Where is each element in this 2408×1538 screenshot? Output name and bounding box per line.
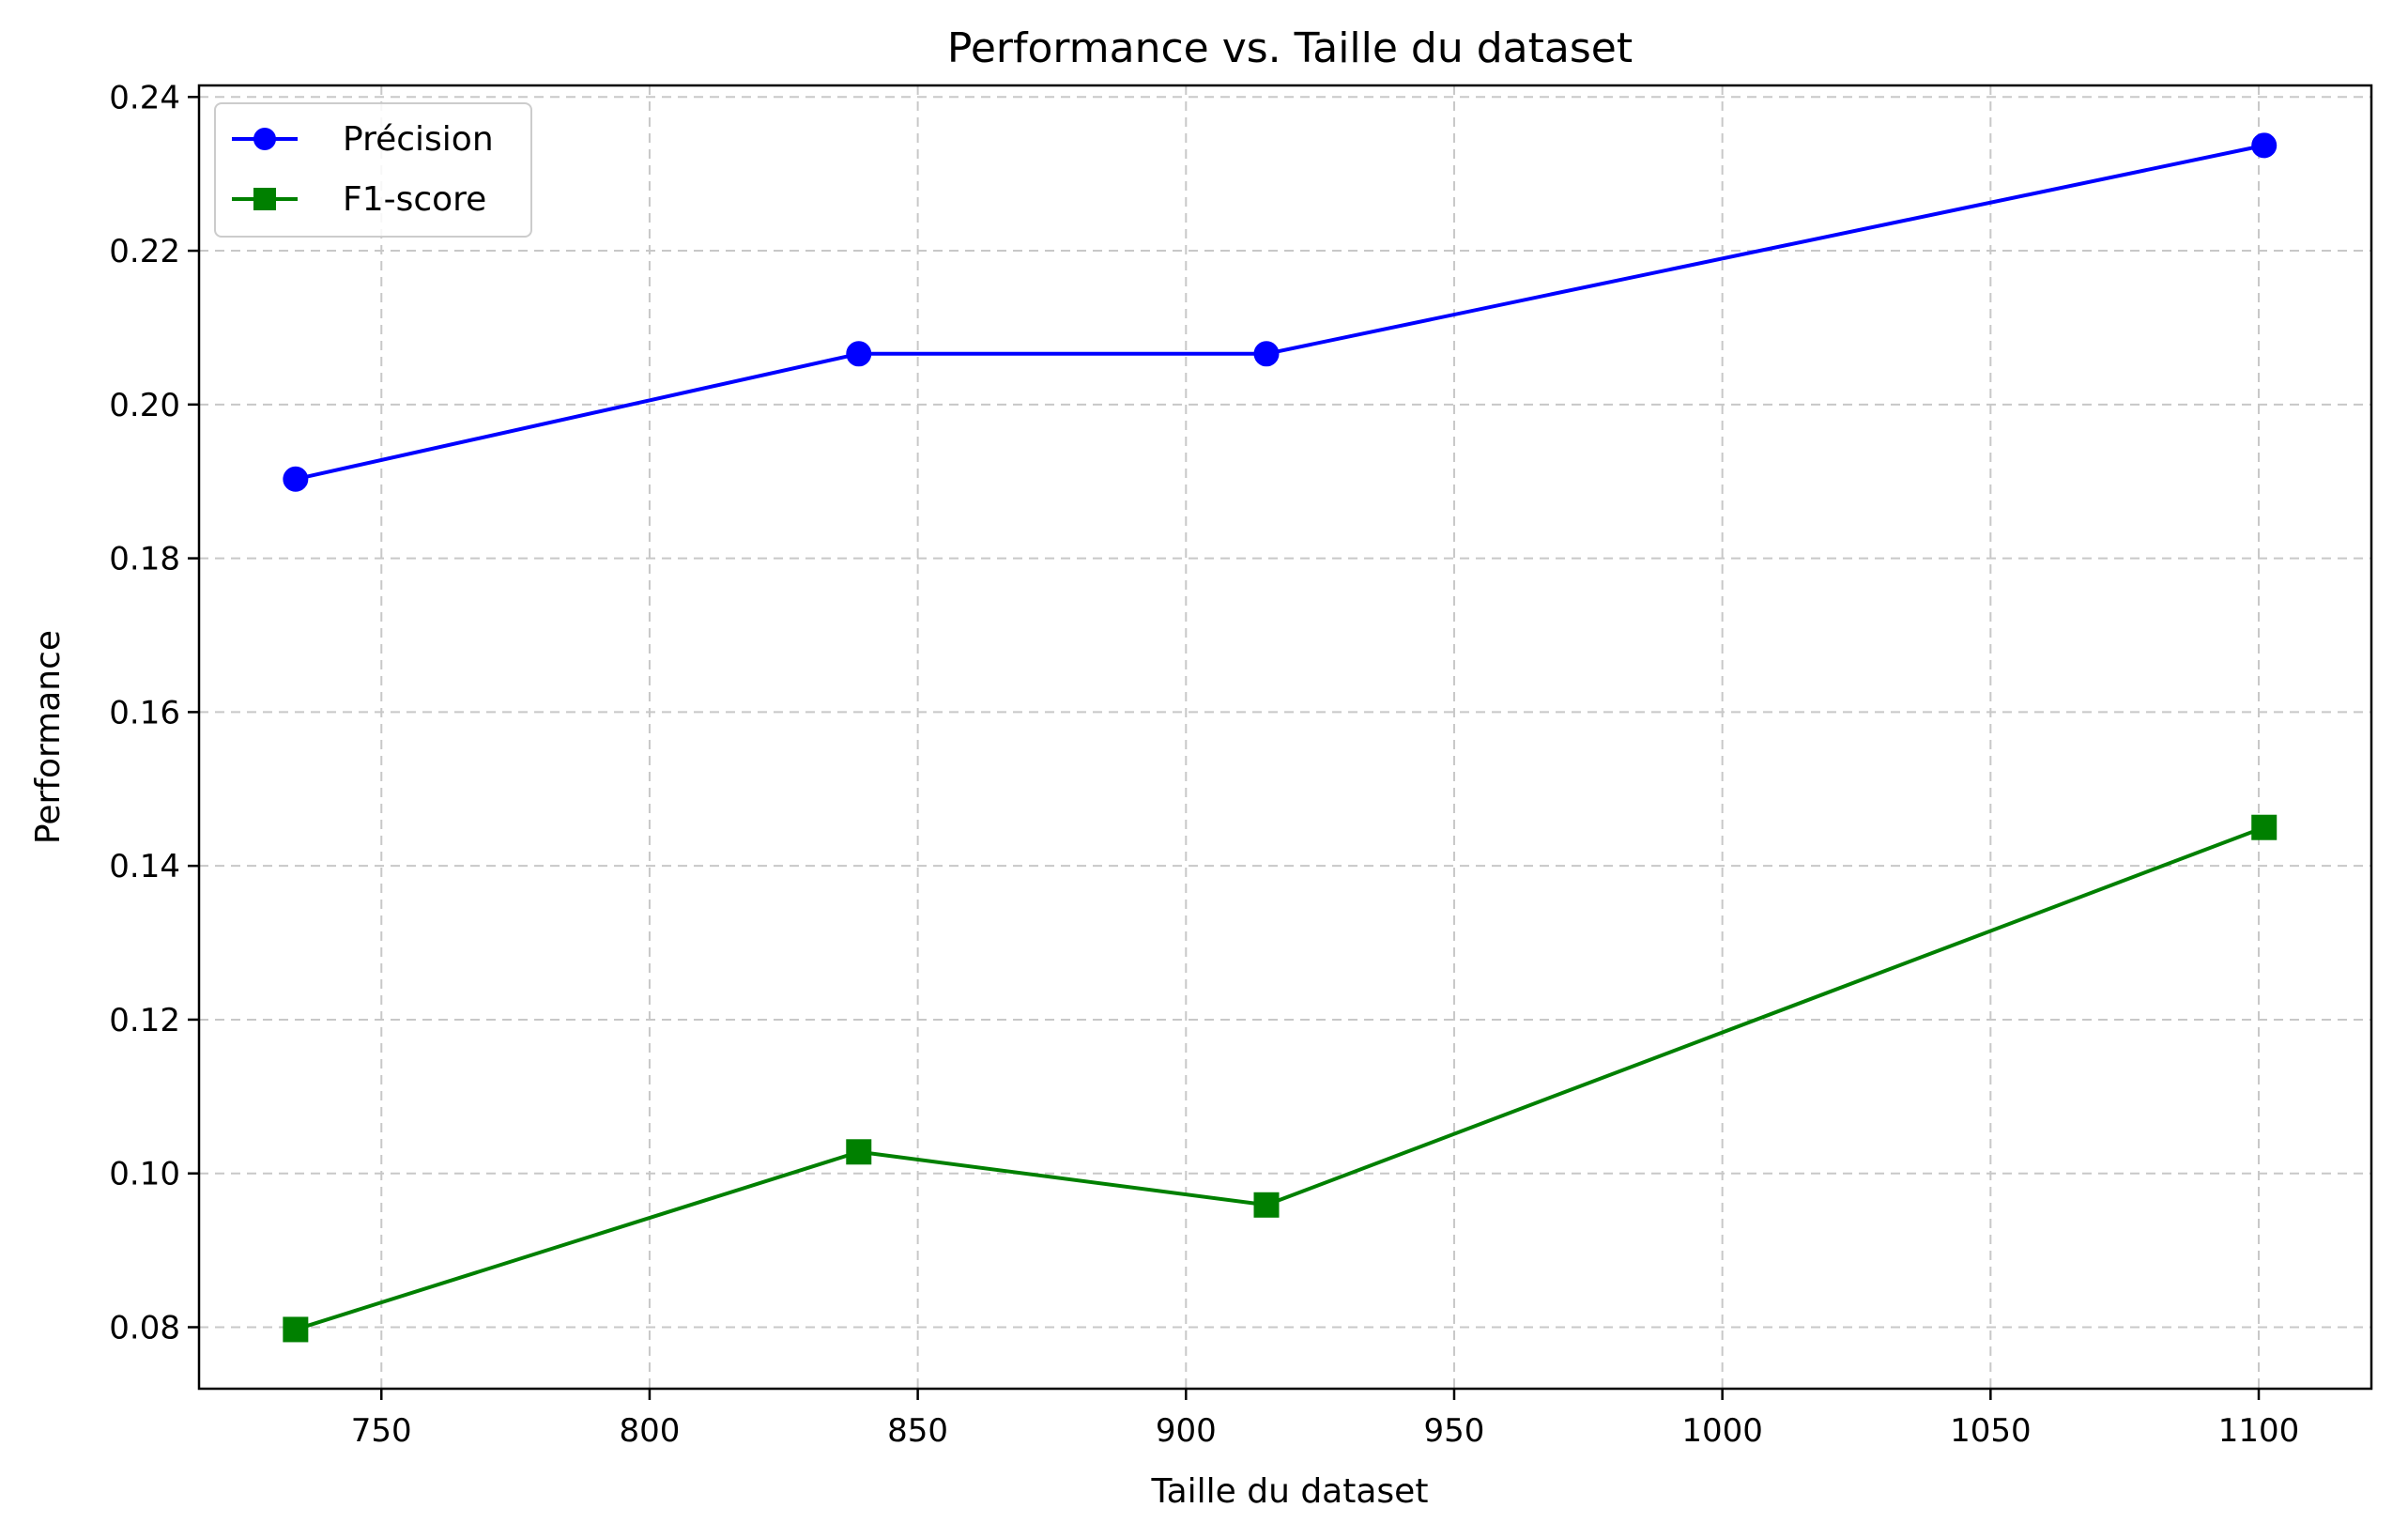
y-axis-label: Performance [29,630,68,844]
y-tick-label: 0.16 [109,694,180,731]
data-point [2251,814,2278,840]
y-tick-label: 0.08 [109,1309,180,1346]
y-tick-label: 0.22 [109,233,180,270]
chart-title: Performance vs. Taille du dataset [947,24,1633,72]
x-tick-label: 850 [887,1412,948,1450]
y-tick-label: 0.10 [109,1156,180,1193]
x-tick-label: 1000 [1681,1412,1763,1450]
series-1 [283,132,2278,492]
legend-marker [253,128,276,150]
legend-item: F1-score [232,180,486,219]
y-tick-label: 0.12 [109,1002,180,1039]
x-tick-label: 1050 [1950,1412,2032,1450]
series-2 [283,814,2278,1343]
x-tick-label: 1100 [2218,1412,2300,1450]
data-point [1253,341,1280,367]
legend-label: F1-score [343,180,486,219]
x-tick-label: 750 [351,1412,412,1450]
series-line [295,143,2265,482]
x-tick-label: 950 [1424,1412,1485,1450]
series-layer [283,132,2278,1343]
plot-area-frame [197,84,2373,1391]
data-point [283,466,309,492]
y-tick-label: 0.18 [109,541,180,578]
y-tick-label: 0.24 [109,79,180,116]
y-tick-label: 0.20 [109,387,180,424]
data-point [846,341,872,367]
x-tick-label: 900 [1156,1412,1217,1450]
grid-lines [199,85,2371,1389]
legend-label: Précision [343,120,494,159]
y-tick-label: 0.14 [109,848,180,885]
x-tick-label: 800 [619,1412,680,1450]
series-line [295,825,2265,1331]
x-axis-label: Taille du dataset [1151,1472,1429,1511]
data-point [846,1139,872,1165]
legend-box [214,102,532,238]
legend: Précision F1-score [214,102,532,238]
y-axis: 0.08 0.10 0.12 0.14 0.16 0.18 0.20 0.22 0.24 [109,79,199,1346]
data-point [283,1316,309,1343]
x-axis: 750 800 850 900 950 1000 1050 1100 [351,1389,2299,1450]
legend-marker [253,188,276,210]
legend-item: Précision [232,120,494,159]
data-point [2251,132,2278,159]
data-point [1253,1192,1280,1218]
